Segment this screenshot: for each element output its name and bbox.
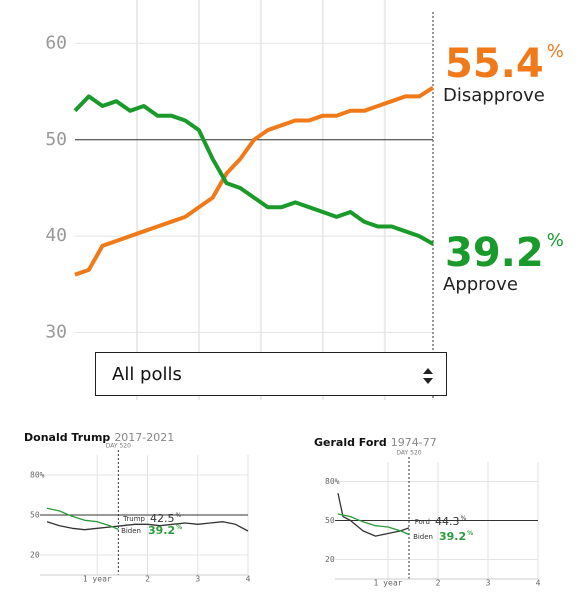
- end-value-unit: %: [461, 515, 467, 522]
- y-tick-label: 50: [325, 516, 335, 525]
- end-value-number: 39.2: [445, 230, 544, 276]
- end-value-number: 39.2: [439, 530, 466, 543]
- panel-name: Donald Trump: [24, 431, 110, 444]
- dropdown-arrows: [423, 368, 433, 384]
- x-tick-label: 2: [436, 579, 441, 588]
- series-name: Trump: [122, 515, 145, 523]
- end-value: 55.4%: [445, 41, 564, 87]
- y-tick-label: 20: [30, 551, 40, 560]
- end-value-number: 44.3: [435, 515, 460, 528]
- y-tick-label: 20: [325, 555, 335, 564]
- panel-years: 1974-77: [391, 436, 437, 449]
- x-tick-label: 1 year: [374, 579, 403, 588]
- panel-title: Gerald Ford 1974-77: [314, 436, 437, 449]
- y-tick-label: 30: [45, 322, 67, 343]
- x-tick-label: 3: [486, 579, 491, 588]
- y-tick-label: 50: [30, 511, 40, 520]
- dropdown-text: All polls: [112, 364, 182, 385]
- end-value: 39.2%: [445, 230, 564, 276]
- end-value-number: 42.5: [150, 512, 175, 525]
- x-tick-label: 3: [195, 575, 200, 584]
- series-name: Biden: [121, 527, 141, 535]
- y-tick-label: 80%: [325, 477, 340, 486]
- y-tick-label: 60: [45, 32, 67, 53]
- poll-dropdown[interactable]: All polls: [95, 352, 447, 396]
- end-value-number: 39.2: [148, 524, 175, 537]
- series-name: Biden: [413, 533, 433, 541]
- day-marker-label: DAY 520: [396, 450, 421, 457]
- end-value-unit: %: [547, 230, 564, 251]
- series-name: Ford: [415, 518, 430, 526]
- x-tick-label: 4: [246, 575, 251, 584]
- series-line: [337, 493, 410, 537]
- end-value: 42.5%: [150, 512, 182, 526]
- y-tick-label: 40: [45, 225, 67, 246]
- series-name: Disapprove: [443, 85, 545, 106]
- panel-years: 2017-2021: [114, 431, 174, 444]
- series-line: [74, 86, 435, 277]
- x-tick-label: 4: [536, 579, 541, 588]
- end-value-unit: %: [467, 530, 473, 537]
- x-tick-label: 1 year: [83, 575, 112, 584]
- y-tick-label: 50: [45, 129, 67, 150]
- end-value-unit: %: [176, 524, 182, 531]
- end-value: 44.3%: [435, 515, 467, 529]
- chart-panel: Donald Trump 2017-2021 1 year 2 3 4 80% 50 20 DAY…: [24, 431, 251, 584]
- end-value: 39.2%: [439, 530, 473, 544]
- panel-name: Gerald Ford: [314, 436, 387, 449]
- panel-title: Donald Trump 2017-2021: [24, 431, 174, 444]
- series-line: [337, 513, 410, 536]
- series-line: [73, 94, 434, 246]
- y-tick-label: 80%: [30, 471, 45, 480]
- end-value-number: 55.4: [445, 41, 544, 87]
- end-value-unit: %: [547, 41, 564, 62]
- end-value: 39.2%: [148, 524, 182, 538]
- x-tick-label: 2: [145, 575, 150, 584]
- series-line: [46, 521, 249, 532]
- day-marker-label: DAY 520: [106, 443, 131, 450]
- chart-panel: Gerald Ford 1974-77 1 year 2 3 4 80% 50 20 DAY 52…: [314, 436, 541, 588]
- series-line: [46, 507, 119, 530]
- end-value-unit: %: [176, 512, 182, 519]
- series-name: Approve: [443, 274, 518, 295]
